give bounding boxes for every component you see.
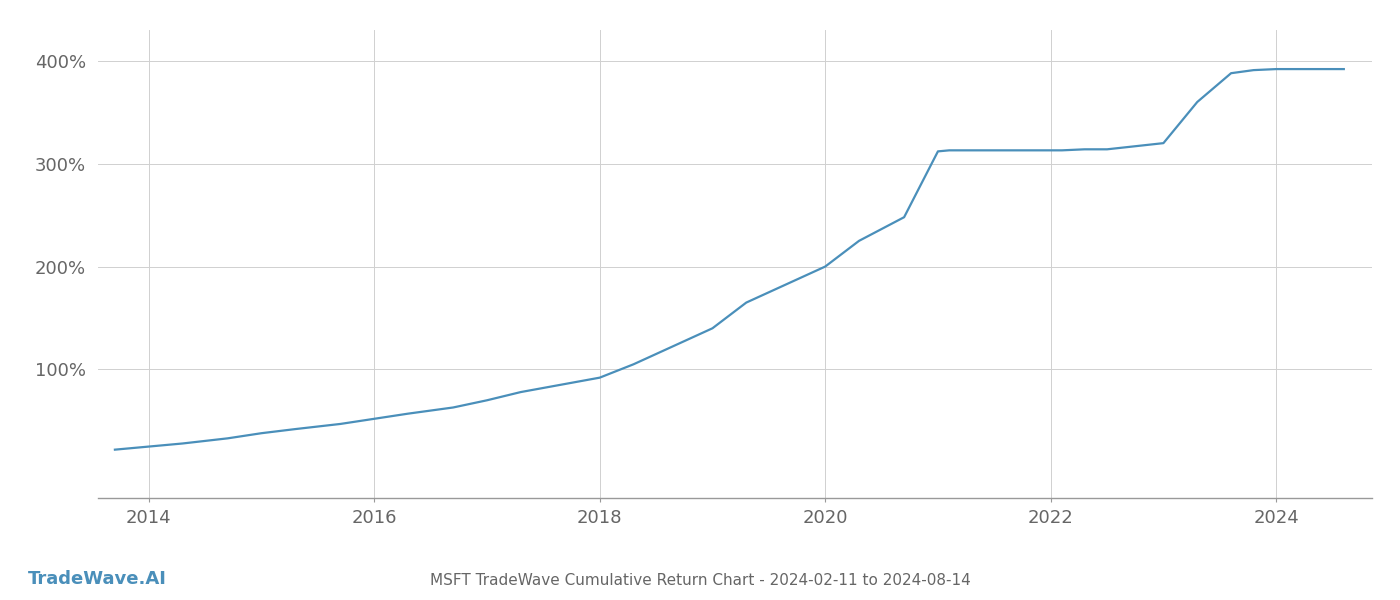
Text: TradeWave.AI: TradeWave.AI — [28, 570, 167, 588]
Text: MSFT TradeWave Cumulative Return Chart - 2024-02-11 to 2024-08-14: MSFT TradeWave Cumulative Return Chart -… — [430, 573, 970, 588]
